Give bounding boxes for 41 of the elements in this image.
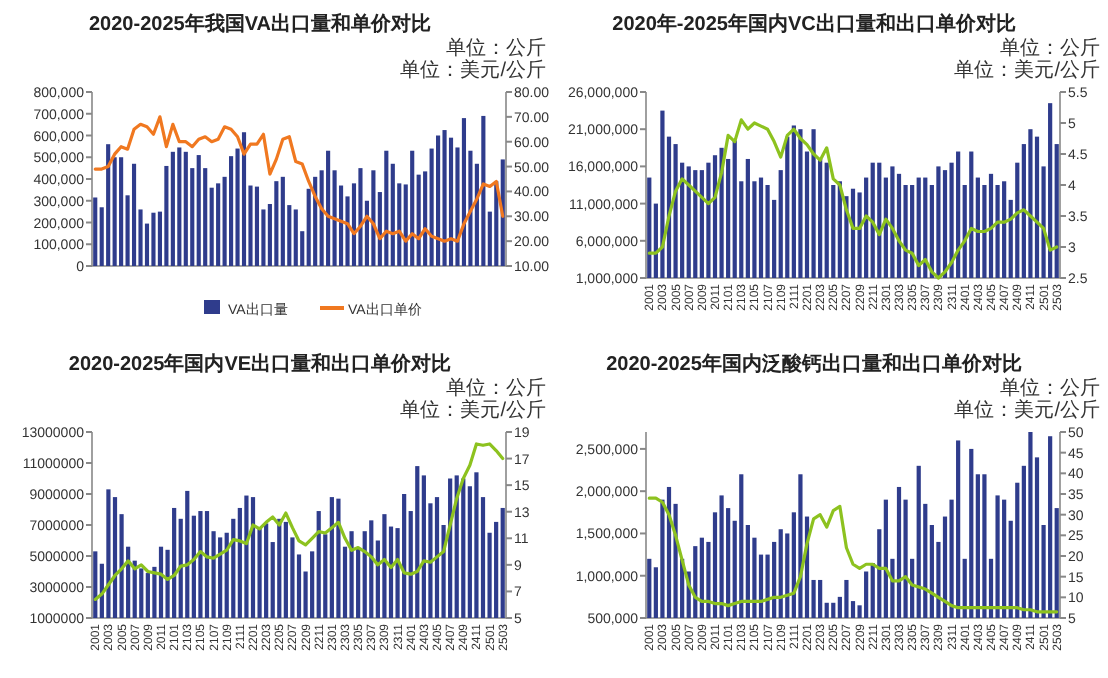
bar xyxy=(384,150,389,266)
bar xyxy=(241,132,247,266)
bar xyxy=(254,186,260,266)
line-series xyxy=(93,442,505,601)
bar xyxy=(326,150,331,266)
bar xyxy=(177,147,182,266)
bar xyxy=(151,212,156,266)
text: 单位：美元/公斤 xyxy=(400,58,546,82)
bar xyxy=(131,163,137,266)
bar xyxy=(410,150,415,266)
bar xyxy=(461,118,467,266)
bar xyxy=(274,181,279,266)
text: 单位：公斤 xyxy=(446,36,546,60)
chart-title: 2020-2025年国内泛酸钙出口量和出口单价对比 xyxy=(606,352,1022,376)
line-series xyxy=(647,496,1059,614)
bar xyxy=(119,157,124,266)
bar xyxy=(481,115,486,266)
bar xyxy=(448,137,454,266)
line-series xyxy=(93,115,505,243)
text: 单位：公斤 xyxy=(1000,36,1100,60)
bar xyxy=(170,151,175,266)
bar xyxy=(280,176,285,266)
bar xyxy=(106,144,111,266)
bar xyxy=(229,156,234,266)
chart-title: 2020-2025年我国VA出口量和单价对比 xyxy=(89,12,431,36)
bar xyxy=(358,168,363,266)
bar xyxy=(293,209,298,266)
bar xyxy=(436,135,441,266)
text: 单位：美元/公斤 xyxy=(954,58,1100,82)
bar xyxy=(183,151,188,266)
bar xyxy=(371,170,376,266)
chart-title: 2020年-2025年国内VC出口量和出口单价对比 xyxy=(612,12,1016,36)
bar xyxy=(196,155,201,266)
text: 单位：公斤 xyxy=(1000,376,1100,400)
bar xyxy=(442,130,447,266)
bar xyxy=(93,197,98,266)
text: 单位：美元/公斤 xyxy=(954,398,1100,422)
bar xyxy=(216,183,221,266)
text: 单位：美元/公斤 xyxy=(400,398,546,422)
chart-title: 2020-2025年国内VE出口量和出口单价对比 xyxy=(68,352,452,376)
text: 单位：公斤 xyxy=(446,376,546,400)
